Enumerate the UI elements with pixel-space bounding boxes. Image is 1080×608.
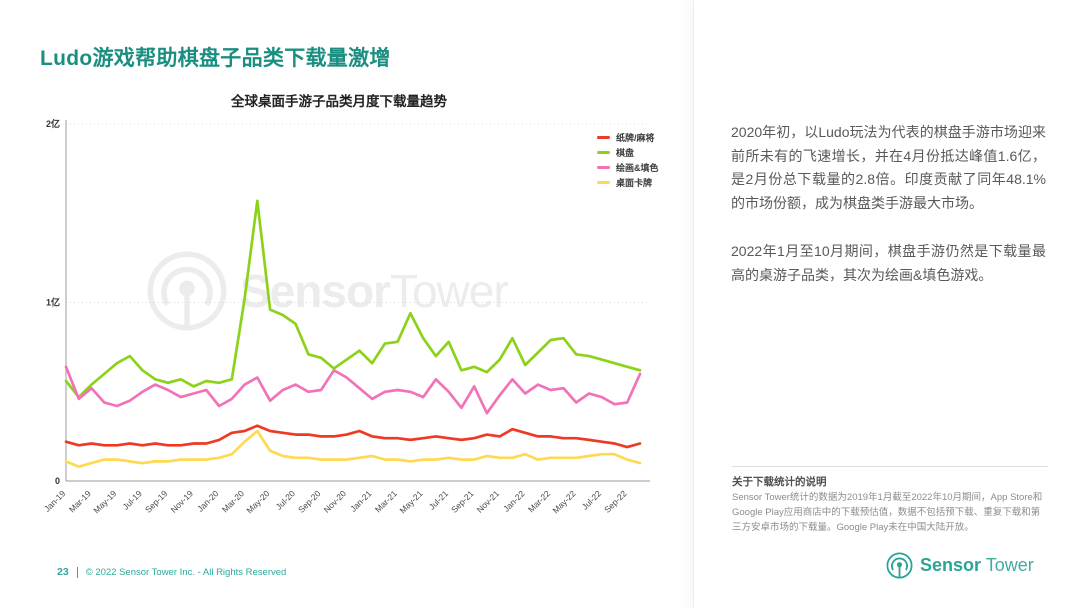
main-content-area: Ludo游戏帮助棋盘子品类下载量激增 全球桌面手游子品类月度下载量趋势 Sens… [28,47,692,578]
legend-label: 桌面卡牌 [616,178,653,188]
legend-label: 棋盘 [616,148,635,158]
svg-text:Nov-21: Nov-21 [475,488,502,515]
svg-text:Jan-22: Jan-22 [501,488,527,514]
svg-text:Mar-19: Mar-19 [67,488,93,514]
sensortower-logo: Sensor Tower [886,552,1034,579]
svg-text:Jul-20: Jul-20 [274,488,298,512]
svg-text:Nov-20: Nov-20 [322,488,349,515]
svg-text:2亿: 2亿 [46,118,60,129]
insight-paragraph-2: 2022年1月至10月期间，棋盘手游仍然是下载量最高的桌游子品类，其次为绘画&填… [731,243,1046,283]
svg-text:Sep-20: Sep-20 [296,488,323,515]
legend-label: 绘画&填色 [616,163,659,173]
insight-paragraph-1: 2020年初，以Ludo玩法为代表的棋盘手游市场迎来前所未有的飞速增长，并在4月… [731,124,1046,211]
legend-label: 纸牌/麻将 [616,133,655,143]
copyright-text: © 2022 Sensor Tower Inc. - All Rights Re… [85,566,287,578]
logo-text: Sensor Tower [920,555,1034,576]
page-footer: 23 © 2022 Sensor Tower Inc. - All Rights… [57,566,286,578]
logo-text-bold: Sensor [920,555,982,575]
legend-color-dash [597,136,610,139]
svg-text:Jan-20: Jan-20 [195,488,221,514]
svg-text:May-21: May-21 [398,488,425,515]
note-title: 关于下载统计的说明 [732,476,827,488]
svg-text:Jan-19: Jan-19 [42,488,68,514]
legend-item: 纸牌/麻将 [597,130,659,145]
legend-item: 绘画&填色 [597,160,659,175]
svg-text:Mar-21: Mar-21 [373,488,399,514]
logo-text-light: Tower [985,555,1034,575]
svg-text:0: 0 [55,476,60,486]
svg-text:Mar-20: Mar-20 [220,488,246,514]
footer-divider [76,566,78,578]
svg-text:Sep-22: Sep-22 [602,488,629,515]
svg-text:Jul-19: Jul-19 [120,488,144,512]
svg-text:1亿: 1亿 [46,297,60,308]
page-number: 23 [57,566,69,578]
svg-text:Jan-21: Jan-21 [348,488,374,514]
legend-item: 桌面卡牌 [597,175,659,190]
svg-text:Sep-21: Sep-21 [449,488,476,515]
legend-color-dash [597,181,610,184]
svg-text:May-22: May-22 [551,488,578,515]
svg-text:Nov-19: Nov-19 [169,488,196,515]
slide-title: Ludo游戏帮助棋盘子品类下载量激增 [40,47,391,70]
svg-text:Jul-21: Jul-21 [427,488,451,512]
sensortower-logo-icon [886,552,913,579]
svg-text:Mar-22: Mar-22 [526,488,552,514]
note-body: Sensor Tower统计的数据为2019年1月截至2022年10月期间，Ap… [732,492,1043,533]
svg-text:Jul-22: Jul-22 [580,488,604,512]
legend-color-dash [597,151,610,154]
svg-text:May-19: May-19 [91,488,118,515]
chart-area: 全球桌面手游子品类月度下载量趋势 SensorTower 2亿 1亿 0 Jan-19… [28,86,692,546]
legend-item: 棋盘 [597,145,659,160]
svg-text:Sep-19: Sep-19 [143,488,170,515]
right-panel: 2020年初，以Ludo玩法为代表的棋盘手游市场迎来前所未有的飞速增长，并在4月… [693,0,1080,608]
chart-legend: 纸牌/麻将棋盘绘画&填色桌面卡牌 [597,130,659,190]
legend-color-dash [597,166,610,169]
note-divider [732,466,1048,467]
svg-text:May-20: May-20 [244,488,271,515]
chart-title: 全球桌面手游子品类月度下载量趋势 [231,94,447,109]
